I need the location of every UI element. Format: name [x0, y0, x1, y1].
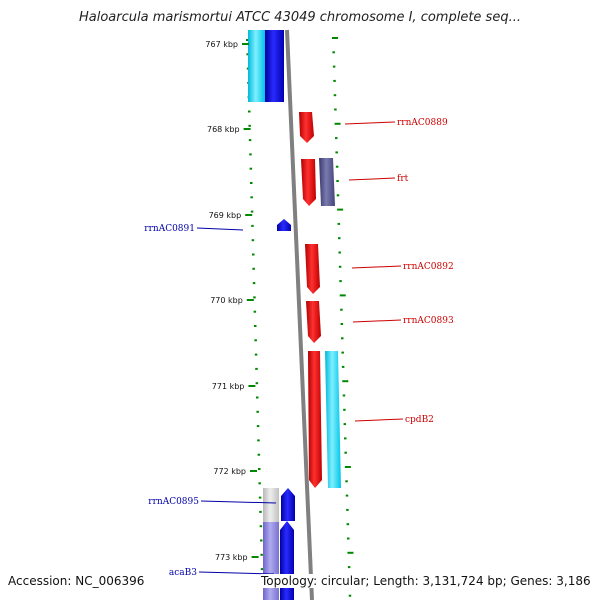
accession-text: Accession: NC_006396: [8, 574, 145, 588]
grey-feature-bottom[interactable]: [263, 488, 279, 522]
forward-tick-ring: [332, 37, 354, 597]
kbp-label: 767 kbp: [205, 40, 238, 49]
kbp-label: 771 kbp: [212, 382, 245, 391]
kbp-label: 769 kbp: [209, 211, 242, 220]
leader-line: [354, 418, 404, 422]
reverse-gene-acaB3[interactable]: [280, 521, 294, 600]
forward-gene-rrnAC0892[interactable]: [305, 244, 320, 294]
leader-line: [198, 571, 275, 575]
kbp-label: 773 kbp: [215, 553, 248, 562]
chromosome-backbone: [285, 29, 314, 600]
kbp-label: 770 kbp: [210, 296, 243, 305]
gene-label-rrnAC0893[interactable]: rrnAC0893: [403, 316, 454, 326]
cyan-feature-cpdB2[interactable]: [325, 351, 341, 488]
reverse-gene-rrnAC0891[interactable]: [277, 219, 291, 231]
forward-gene-cpdB2[interactable]: [308, 351, 322, 488]
kbp-scale: 767 kbp 768 kbp 769 kbp 770 kbp 771 kbp 772 k…: [205, 40, 259, 562]
cyan-feature-top[interactable]: [248, 30, 265, 102]
leader-line: [200, 500, 277, 504]
gene-label-acaB3[interactable]: acaB3: [169, 568, 197, 578]
forward-gene-rrnAC0889[interactable]: [299, 112, 314, 143]
gene-label-cpdB2[interactable]: cpdB2: [405, 415, 434, 425]
topology-text: Topology: circular; Length: 3,131,724 bp…: [261, 574, 591, 588]
light-purple-feature-bottom[interactable]: [263, 522, 279, 600]
leader-line: [344, 121, 396, 125]
gene-label-rrnAC0889[interactable]: rrnAC0889: [397, 118, 448, 128]
kbp-label: 768 kbp: [207, 125, 240, 134]
forward-gene-rrnAC0893[interactable]: [306, 301, 321, 343]
gene-label-rrnAC0895[interactable]: rrnAC0895: [148, 497, 199, 507]
leader-line: [348, 177, 396, 181]
leader-line: [196, 227, 244, 231]
map-title: Haloarcula marismortui ATCC 43049 chromo…: [79, 10, 521, 25]
gene-label-frt[interactable]: frt: [397, 174, 409, 184]
gene-label-rrnAC0892[interactable]: rrnAC0892: [403, 262, 454, 272]
kbp-label: 772 kbp: [213, 467, 246, 476]
leader-line: [351, 265, 402, 269]
gene-label-layer: rrnAC0889 frt rrnAC0892 rrnAC0893 cpdB2 rrnAC…: [144, 118, 454, 578]
forward-gene-frt[interactable]: [301, 159, 316, 206]
gene-label-rrnAC0891[interactable]: rrnAC0891: [144, 224, 195, 234]
reverse-gene-rrnAC0895[interactable]: [281, 488, 295, 521]
purple-feature-frt[interactable]: [319, 158, 335, 206]
leader-line: [352, 319, 402, 323]
reverse-gene-top[interactable]: [265, 30, 284, 102]
